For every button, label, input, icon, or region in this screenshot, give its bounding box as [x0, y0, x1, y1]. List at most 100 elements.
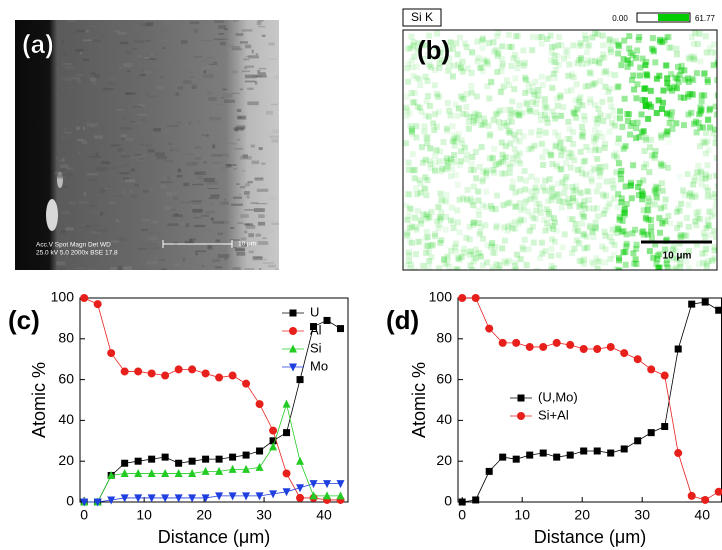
marker	[310, 323, 318, 331]
marker	[661, 423, 669, 431]
map-texture	[633, 260, 640, 267]
map-texture	[425, 263, 432, 270]
map-texture	[708, 213, 715, 220]
map-texture	[530, 215, 537, 222]
map-texture	[472, 255, 479, 262]
map-texture	[633, 125, 640, 132]
map-texture	[470, 202, 477, 209]
map-texture	[581, 117, 588, 124]
marker	[701, 298, 709, 306]
map-texture	[615, 160, 622, 167]
map-texture	[582, 205, 589, 212]
map-texture	[684, 75, 691, 82]
map-texture	[673, 120, 680, 127]
sem-texture	[67, 208, 77, 210]
map-texture	[501, 258, 508, 265]
map-texture	[424, 211, 431, 218]
map-texture	[630, 250, 637, 257]
map-texture	[455, 255, 462, 262]
map-texture	[476, 163, 483, 170]
y-tick-label: 0	[444, 493, 452, 509]
series-line	[462, 297, 719, 501]
map-texture	[526, 228, 533, 235]
map-texture	[515, 60, 522, 67]
map-texture	[598, 167, 605, 174]
sem-texture	[120, 155, 130, 158]
map-texture	[529, 83, 536, 90]
map-texture	[599, 191, 606, 198]
map-texture	[602, 232, 609, 239]
map-texture	[442, 226, 449, 233]
sem-texture	[86, 173, 99, 176]
sem-texture	[162, 47, 166, 49]
map-texture	[709, 194, 716, 201]
map-texture	[553, 227, 560, 234]
map-texture	[547, 152, 554, 159]
map-texture	[505, 31, 512, 38]
map-texture	[571, 245, 578, 252]
map-texture	[551, 238, 558, 245]
map-texture	[676, 72, 683, 79]
sem-texture	[208, 188, 219, 190]
map-texture	[432, 231, 439, 238]
map-texture	[702, 233, 709, 240]
map-texture	[554, 102, 561, 109]
map-texture	[622, 209, 629, 216]
map-texture	[657, 160, 664, 167]
marker	[107, 496, 116, 505]
map-texture	[571, 110, 578, 117]
map-texture	[457, 65, 464, 72]
map-texture	[604, 203, 611, 210]
marker	[296, 456, 305, 465]
sem-texture	[223, 198, 227, 201]
map-texture	[705, 222, 712, 229]
map-texture	[695, 162, 702, 169]
sem-texture	[210, 194, 220, 197]
map-texture	[702, 140, 709, 147]
map-frame	[402, 29, 718, 271]
map-texture	[521, 204, 528, 211]
map-texture	[564, 52, 571, 59]
map-texture	[661, 37, 668, 44]
legend-marker	[517, 412, 525, 420]
map-texture	[465, 125, 472, 132]
map-texture	[506, 82, 513, 89]
map-texture	[412, 175, 419, 182]
map-texture	[435, 203, 442, 210]
map-texture	[490, 116, 497, 123]
map-texture	[520, 62, 527, 69]
map-texture	[650, 48, 657, 55]
sem-texture	[178, 221, 188, 226]
map-texture	[650, 47, 657, 54]
map-texture	[673, 84, 680, 91]
map-texture	[640, 207, 647, 214]
panel-label: (b)	[417, 35, 450, 65]
map-texture	[441, 256, 448, 263]
marker	[161, 468, 170, 477]
marker	[296, 484, 305, 493]
map-texture	[499, 56, 506, 63]
map-texture	[552, 142, 559, 149]
sem-texture	[189, 238, 192, 243]
map-texture	[477, 224, 484, 231]
map-texture	[676, 240, 683, 247]
sem-texture	[221, 86, 226, 89]
sem-texture	[100, 33, 103, 38]
map-texture	[463, 196, 470, 203]
map-texture	[601, 54, 608, 61]
map-texture	[476, 249, 483, 256]
sem-texture	[79, 51, 83, 55]
map-texture	[597, 111, 604, 118]
map-texture	[610, 184, 617, 191]
sem-texture	[156, 85, 164, 90]
map-texture	[618, 62, 625, 69]
map-texture	[573, 81, 580, 88]
map-texture	[595, 165, 602, 172]
map-texture	[548, 44, 555, 51]
map-texture	[454, 219, 461, 226]
map-texture	[594, 31, 601, 38]
map-texture	[695, 119, 702, 126]
sem-texture	[182, 257, 186, 261]
map-texture	[404, 231, 411, 238]
map-texture	[583, 188, 590, 195]
